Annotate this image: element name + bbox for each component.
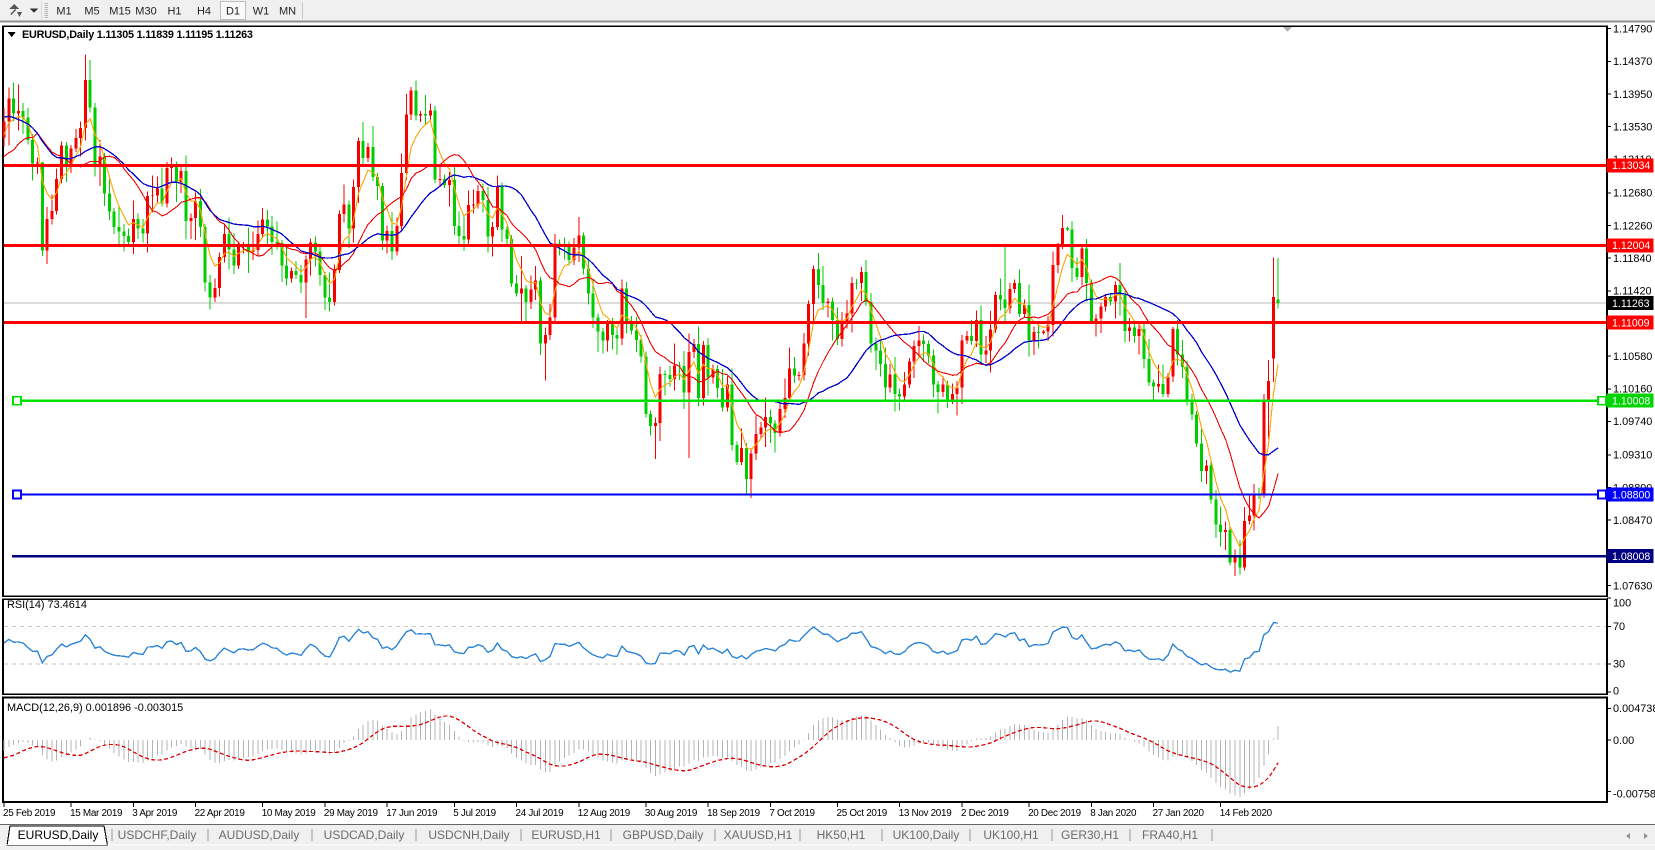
svg-text:22 Apr 2019: 22 Apr 2019	[195, 808, 246, 819]
svg-text:M30: M30	[135, 6, 156, 18]
svg-text:D1: D1	[226, 6, 240, 18]
svg-text:1.08800: 1.08800	[1612, 489, 1650, 501]
svg-text:1.12680: 1.12680	[1613, 188, 1652, 200]
svg-text:1.10580: 1.10580	[1613, 351, 1652, 363]
svg-text:17 Jun 2019: 17 Jun 2019	[386, 808, 438, 819]
svg-text:H4: H4	[197, 6, 211, 18]
svg-text:1.13950: 1.13950	[1613, 89, 1652, 101]
svg-text:-0.007584: -0.007584	[1613, 788, 1655, 800]
svg-text:M15: M15	[109, 6, 130, 18]
svg-text:1.12004: 1.12004	[1612, 240, 1650, 252]
svg-text:RSI(14) 73.4614: RSI(14) 73.4614	[7, 599, 87, 611]
svg-text:MN: MN	[279, 6, 296, 18]
svg-text:USDCAD,Daily: USDCAD,Daily	[324, 828, 405, 842]
svg-text:0.004738: 0.004738	[1613, 703, 1655, 715]
svg-text:0.00: 0.00	[1613, 735, 1634, 747]
svg-text:1.13530: 1.13530	[1613, 122, 1652, 134]
svg-text:GER30,H1: GER30,H1	[1061, 828, 1119, 842]
svg-text:8 Jan 2020: 8 Jan 2020	[1090, 808, 1137, 819]
svg-text:27 Jan 2020: 27 Jan 2020	[1153, 808, 1205, 819]
svg-text:USDCHF,Daily: USDCHF,Daily	[118, 828, 197, 842]
svg-text:H1: H1	[167, 6, 181, 18]
svg-text:1.10160: 1.10160	[1613, 384, 1652, 396]
svg-text:AUDUSD,Daily: AUDUSD,Daily	[219, 828, 300, 842]
svg-text:1.09740: 1.09740	[1613, 416, 1652, 428]
svg-text:UK100,Daily: UK100,Daily	[893, 828, 960, 842]
svg-text:1.14790: 1.14790	[1613, 24, 1652, 36]
svg-text:2 Dec 2019: 2 Dec 2019	[961, 808, 1009, 819]
svg-text:FRA40,H1: FRA40,H1	[1142, 828, 1198, 842]
svg-text:29 May 2019: 29 May 2019	[324, 808, 379, 819]
svg-text:UK100,H1: UK100,H1	[983, 828, 1039, 842]
svg-text:XAUUSD,H1: XAUUSD,H1	[724, 828, 793, 842]
svg-text:M5: M5	[84, 6, 99, 18]
svg-text:1.11840: 1.11840	[1613, 253, 1652, 265]
svg-text:30: 30	[1613, 659, 1625, 671]
svg-text:W1: W1	[253, 6, 270, 18]
svg-text:1.09310: 1.09310	[1613, 450, 1652, 462]
svg-text:USDCNH,Daily: USDCNH,Daily	[428, 828, 509, 842]
svg-text:100: 100	[1613, 597, 1631, 609]
svg-text:30 Aug 2019: 30 Aug 2019	[645, 808, 698, 819]
svg-text:GBPUSD,Daily: GBPUSD,Daily	[623, 828, 704, 842]
svg-text:1.12260: 1.12260	[1613, 220, 1652, 232]
svg-text:1.10008: 1.10008	[1612, 395, 1650, 407]
svg-text:MACD(12,26,9) 0.001896 -0.0030: MACD(12,26,9) 0.001896 -0.003015	[7, 702, 183, 714]
svg-text:7 Oct 2019: 7 Oct 2019	[769, 808, 815, 819]
svg-text:14 Feb 2020: 14 Feb 2020	[1220, 808, 1273, 819]
svg-text:20 Dec 2019: 20 Dec 2019	[1028, 808, 1082, 819]
svg-text:EURUSD,Daily 1.11305 1.11839: EURUSD,Daily 1.11305 1.11839 1.11195 1.1…	[22, 29, 253, 41]
svg-text:0: 0	[1613, 685, 1619, 697]
svg-text:1.11420: 1.11420	[1613, 286, 1652, 298]
svg-text:25 Feb 2019: 25 Feb 2019	[3, 808, 56, 819]
svg-text:18 Sep 2019: 18 Sep 2019	[707, 808, 761, 819]
svg-text:1.08008: 1.08008	[1612, 551, 1650, 563]
svg-text:EURUSD,H1: EURUSD,H1	[531, 828, 601, 842]
svg-text:EURUSD,Daily: EURUSD,Daily	[18, 828, 99, 842]
svg-text:12 Aug 2019: 12 Aug 2019	[578, 808, 631, 819]
svg-text:24 Jul 2019: 24 Jul 2019	[516, 808, 565, 819]
svg-text:1.11263: 1.11263	[1612, 298, 1650, 310]
svg-text:3 Apr 2019: 3 Apr 2019	[132, 808, 178, 819]
svg-text:15 Mar 2019: 15 Mar 2019	[70, 808, 123, 819]
svg-text:13 Nov 2019: 13 Nov 2019	[899, 808, 953, 819]
svg-text:1.13034: 1.13034	[1612, 160, 1650, 172]
svg-text:25 Oct 2019: 25 Oct 2019	[837, 808, 888, 819]
svg-text:10 May 2019: 10 May 2019	[262, 808, 317, 819]
svg-text:1.11009: 1.11009	[1612, 318, 1650, 330]
svg-text:1.14370: 1.14370	[1613, 56, 1652, 68]
svg-text:M1: M1	[56, 6, 71, 18]
svg-text:HK50,H1: HK50,H1	[817, 828, 866, 842]
svg-text:70: 70	[1613, 621, 1625, 633]
svg-text:1.07630: 1.07630	[1613, 580, 1652, 592]
svg-text:1.08470: 1.08470	[1613, 515, 1652, 527]
svg-text:5 Jul 2019: 5 Jul 2019	[453, 808, 496, 819]
